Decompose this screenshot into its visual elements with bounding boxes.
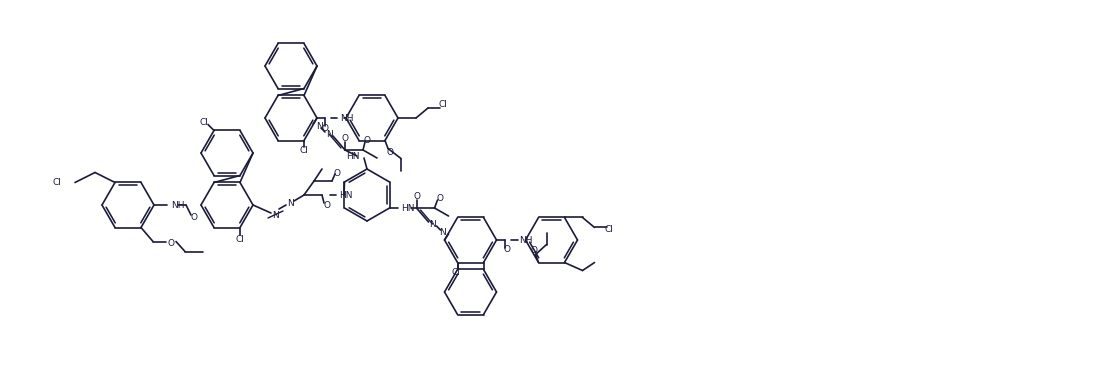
Text: Cl: Cl [236, 235, 245, 244]
Text: NH: NH [340, 114, 353, 122]
Text: O: O [504, 246, 510, 255]
Text: O: O [321, 124, 328, 132]
Text: NH: NH [171, 200, 184, 210]
Text: O: O [333, 168, 340, 177]
Text: N: N [272, 210, 279, 220]
Text: O: O [168, 239, 174, 248]
Text: Cl: Cl [604, 225, 613, 234]
Text: Cl: Cl [53, 178, 61, 187]
Text: Cl: Cl [299, 146, 308, 155]
Text: N: N [429, 220, 436, 229]
Text: HN: HN [339, 190, 352, 200]
Text: O: O [412, 191, 420, 200]
Text: O: O [436, 194, 443, 203]
Text: HN: HN [347, 151, 360, 161]
Text: O: O [386, 148, 394, 157]
Text: N: N [316, 121, 323, 131]
Text: N: N [286, 198, 293, 207]
Text: O: O [363, 135, 371, 144]
Text: NH: NH [520, 236, 533, 244]
Text: O: O [191, 213, 197, 221]
Text: O: O [530, 246, 538, 255]
Text: O: O [341, 134, 349, 142]
Text: HN: HN [402, 204, 415, 213]
Text: N: N [326, 129, 332, 138]
Text: Cl: Cl [200, 118, 208, 127]
Text: N: N [439, 227, 445, 236]
Text: Cl: Cl [451, 268, 460, 277]
Text: Cl: Cl [438, 99, 446, 108]
Text: O: O [324, 200, 330, 210]
